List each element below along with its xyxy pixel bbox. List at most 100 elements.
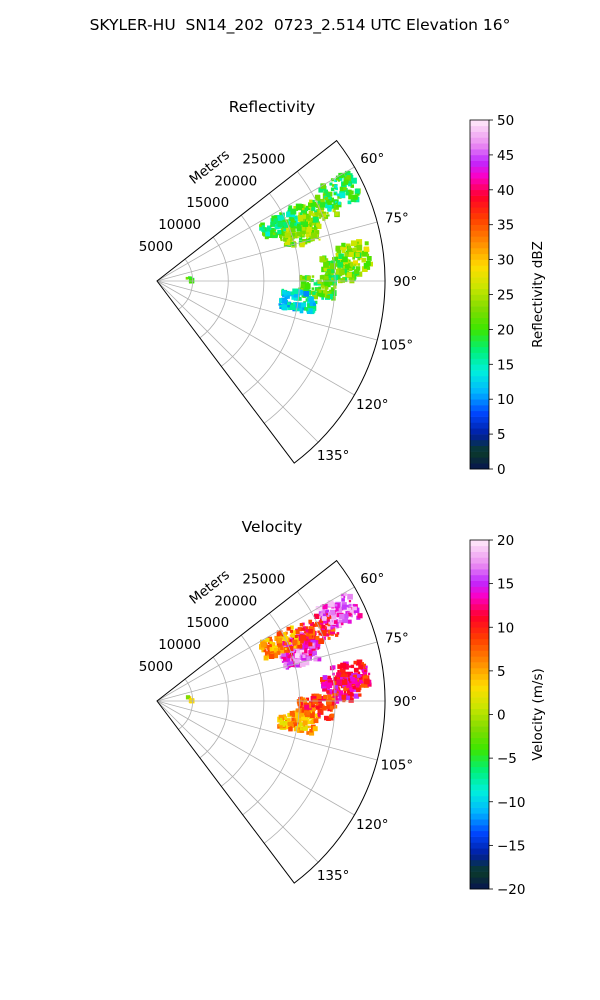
echo-pixel — [185, 695, 191, 700]
echo-pixel — [300, 713, 304, 717]
echo-pixel — [327, 269, 332, 274]
panel-title: Velocity — [242, 518, 303, 536]
colorbar-segment — [470, 399, 489, 406]
echo-pixel — [337, 690, 344, 696]
echo-pixel — [327, 691, 332, 697]
colorbar-segment — [470, 393, 489, 400]
echo-pixel — [337, 665, 342, 669]
echo-pixel — [296, 634, 303, 640]
echo-pixel — [338, 695, 345, 702]
echo-pixel — [311, 308, 316, 313]
echo-pixel — [289, 634, 292, 637]
range-ring — [242, 613, 300, 816]
echo-pixel — [365, 665, 368, 668]
echo-pixel — [353, 606, 357, 611]
echo-pixel — [288, 627, 291, 630]
echo-pixel — [358, 664, 364, 670]
echo-pixel — [367, 672, 371, 676]
echo-pixel — [321, 626, 325, 631]
echo-pixel — [296, 226, 302, 232]
echo-pixel — [351, 673, 354, 676]
echo-pixel — [306, 308, 313, 314]
echo-pixel — [303, 287, 310, 294]
polar-grid — [156, 586, 385, 863]
echo-pixel — [284, 717, 288, 720]
echo-pixel — [292, 288, 299, 295]
echo-pixel — [317, 715, 321, 719]
echo-pixel — [313, 718, 319, 724]
azimuth-tick-label: 105° — [381, 758, 414, 774]
colorbar-segment — [470, 195, 489, 202]
echo-pixel — [335, 212, 339, 216]
echo-pixel — [345, 264, 350, 269]
colorbar-segment — [470, 120, 489, 127]
colorbar-tick-label: 5 — [497, 664, 506, 680]
colorbar-segment — [470, 265, 489, 272]
echo-pixel — [293, 661, 300, 668]
echo-pixel — [343, 692, 346, 695]
echo-pixel — [295, 726, 298, 729]
echo-pixel — [301, 655, 307, 661]
echo-pixel — [301, 622, 305, 626]
colorbar-segment — [470, 439, 489, 447]
echo-pixel — [305, 638, 308, 641]
echo-pixel — [288, 645, 294, 651]
echo-pixel — [364, 678, 370, 685]
echo-pixel — [343, 673, 348, 678]
echo-pixel — [319, 256, 326, 263]
echo-pixel — [287, 207, 292, 212]
colorbar-segment — [470, 563, 489, 570]
echo-pixel — [332, 208, 336, 213]
echo-pixel — [271, 232, 278, 239]
echo-pixel — [288, 237, 291, 240]
range-ring — [221, 634, 265, 787]
echo-pixel — [279, 718, 283, 721]
echo-pixel — [300, 288, 304, 291]
echo-pixel — [302, 725, 308, 731]
echo-pixel — [301, 226, 306, 231]
colorbar-segment — [470, 819, 489, 826]
echo-pixel — [350, 177, 357, 184]
echo-pixel — [276, 632, 281, 637]
echo-pixel — [354, 188, 360, 194]
echo-pixel — [299, 309, 304, 314]
echo-pixel — [316, 656, 322, 662]
echo-pixel — [321, 285, 325, 289]
colorbar-tick-label: 50 — [497, 113, 514, 129]
echo-pixel — [274, 222, 277, 225]
echo-pixel — [356, 241, 360, 244]
echo-pixel — [310, 638, 316, 644]
echo-pixel — [347, 612, 352, 617]
echo-pixel — [354, 269, 359, 274]
echo-pixel — [319, 275, 325, 280]
echo-pixel — [366, 256, 372, 261]
echo-pixel — [334, 201, 337, 204]
echo-pixel — [306, 650, 310, 654]
echo-pixel — [346, 604, 350, 608]
echo-pixel — [300, 208, 307, 214]
echo-pixel — [335, 187, 338, 191]
echo-pixel — [320, 609, 326, 614]
echo-pixel — [309, 728, 313, 733]
echo-pixel — [315, 230, 320, 235]
colorbar-segment — [470, 224, 489, 231]
echo-pixel — [356, 244, 363, 251]
colorbar-segment — [470, 451, 489, 458]
echo-pixel — [281, 297, 288, 304]
echo-pixel — [318, 703, 324, 709]
echo-pixel — [295, 302, 302, 309]
echo-pixel — [306, 636, 309, 640]
echo-pixel — [288, 641, 292, 645]
echo-pixel — [310, 278, 314, 282]
echo-pixel — [311, 206, 316, 211]
echo-pixel — [298, 289, 303, 294]
echo-pixel — [331, 296, 336, 301]
echo-pixel — [273, 218, 278, 223]
echo-pixel — [325, 272, 328, 276]
echo-pixel — [328, 281, 333, 286]
echo-pixel — [278, 225, 282, 229]
azimuth-tick-label: 60° — [360, 571, 384, 587]
range-ring — [221, 214, 265, 367]
echo-pixel — [312, 291, 316, 295]
colorbar-segment — [470, 621, 489, 628]
